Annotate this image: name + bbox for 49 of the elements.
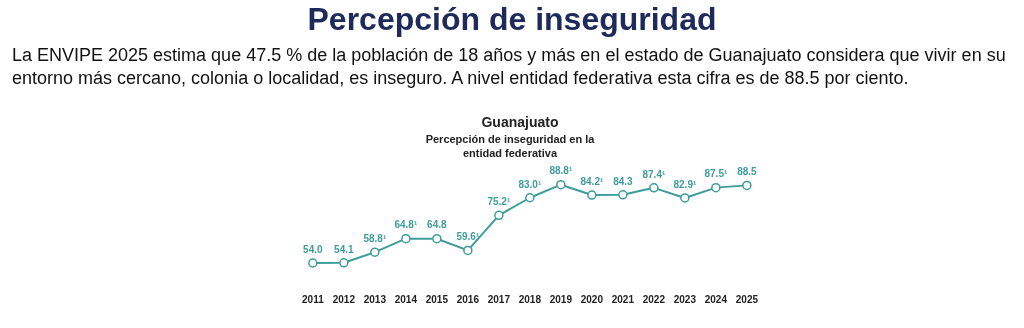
point xyxy=(432,233,442,244)
x-tick-label: 2012 xyxy=(332,293,356,305)
data-label: 54.1 xyxy=(334,243,355,255)
point xyxy=(742,180,752,191)
x-tick-label: 2021 xyxy=(611,293,635,305)
x-tick-label: 2022 xyxy=(642,293,666,305)
data-label: 75.2¹ xyxy=(487,196,511,208)
point xyxy=(339,258,349,268)
data-label: 54.0 xyxy=(303,243,324,255)
data-label: 88.5 xyxy=(737,166,758,178)
data-label: 82.9¹ xyxy=(673,178,697,190)
point xyxy=(370,247,380,257)
chart-subtitle: Percepción de inseguridad en la entidad federativa xyxy=(424,132,596,160)
data-label: 64.8¹ xyxy=(394,219,418,231)
x-tick-label: 2025 xyxy=(735,293,759,305)
data-label: 58.8¹ xyxy=(363,232,387,244)
x-tick-label: 2023 xyxy=(673,293,697,305)
data-label: 83.0¹ xyxy=(518,178,542,190)
data-label: 84.3 xyxy=(613,175,634,187)
point xyxy=(308,258,318,268)
data-label: 64.8 xyxy=(427,219,448,231)
x-tick-label: 2019 xyxy=(549,293,573,305)
point xyxy=(618,190,628,200)
x-tick-label: 2024 xyxy=(704,293,728,305)
data-label: 87.4¹ xyxy=(642,168,666,180)
point xyxy=(494,210,504,221)
point xyxy=(525,193,535,203)
x-tick-label: 2011 xyxy=(302,293,325,305)
x-tick-label: 2016 xyxy=(456,293,480,305)
text: La ENVIPE 2025 estima que 47.5 % de la población de 18 años y más en el estado de Guanajuato considera que vivir en su entorno más cercano, colonia o localidad, es inseguro. A nivel entidad federativa esta cifra es de 88.5 por ciento. xyxy=(12,44,1007,90)
point xyxy=(680,193,690,203)
point xyxy=(711,182,721,193)
point xyxy=(401,233,411,244)
x-tick-label: 2020 xyxy=(580,293,604,305)
data-label: 88.8¹ xyxy=(549,165,573,177)
x-tick-label: 2014 xyxy=(394,293,418,305)
data-label: 87.5¹ xyxy=(704,168,728,180)
point xyxy=(587,190,597,200)
x-tick-label: 2015 xyxy=(425,293,449,305)
point xyxy=(463,245,473,256)
data-label: 59.6¹ xyxy=(456,231,480,243)
point xyxy=(556,179,566,190)
chart-title: Guanajuato xyxy=(480,114,560,130)
data-label: 84.2¹ xyxy=(580,175,604,187)
x-tick-label: 2017 xyxy=(487,293,511,305)
x-tick-label: 2013 xyxy=(363,293,387,305)
point xyxy=(649,183,659,193)
x-tick-label: 2018 xyxy=(518,293,542,305)
text: Percepción de inseguridad xyxy=(306,0,718,38)
